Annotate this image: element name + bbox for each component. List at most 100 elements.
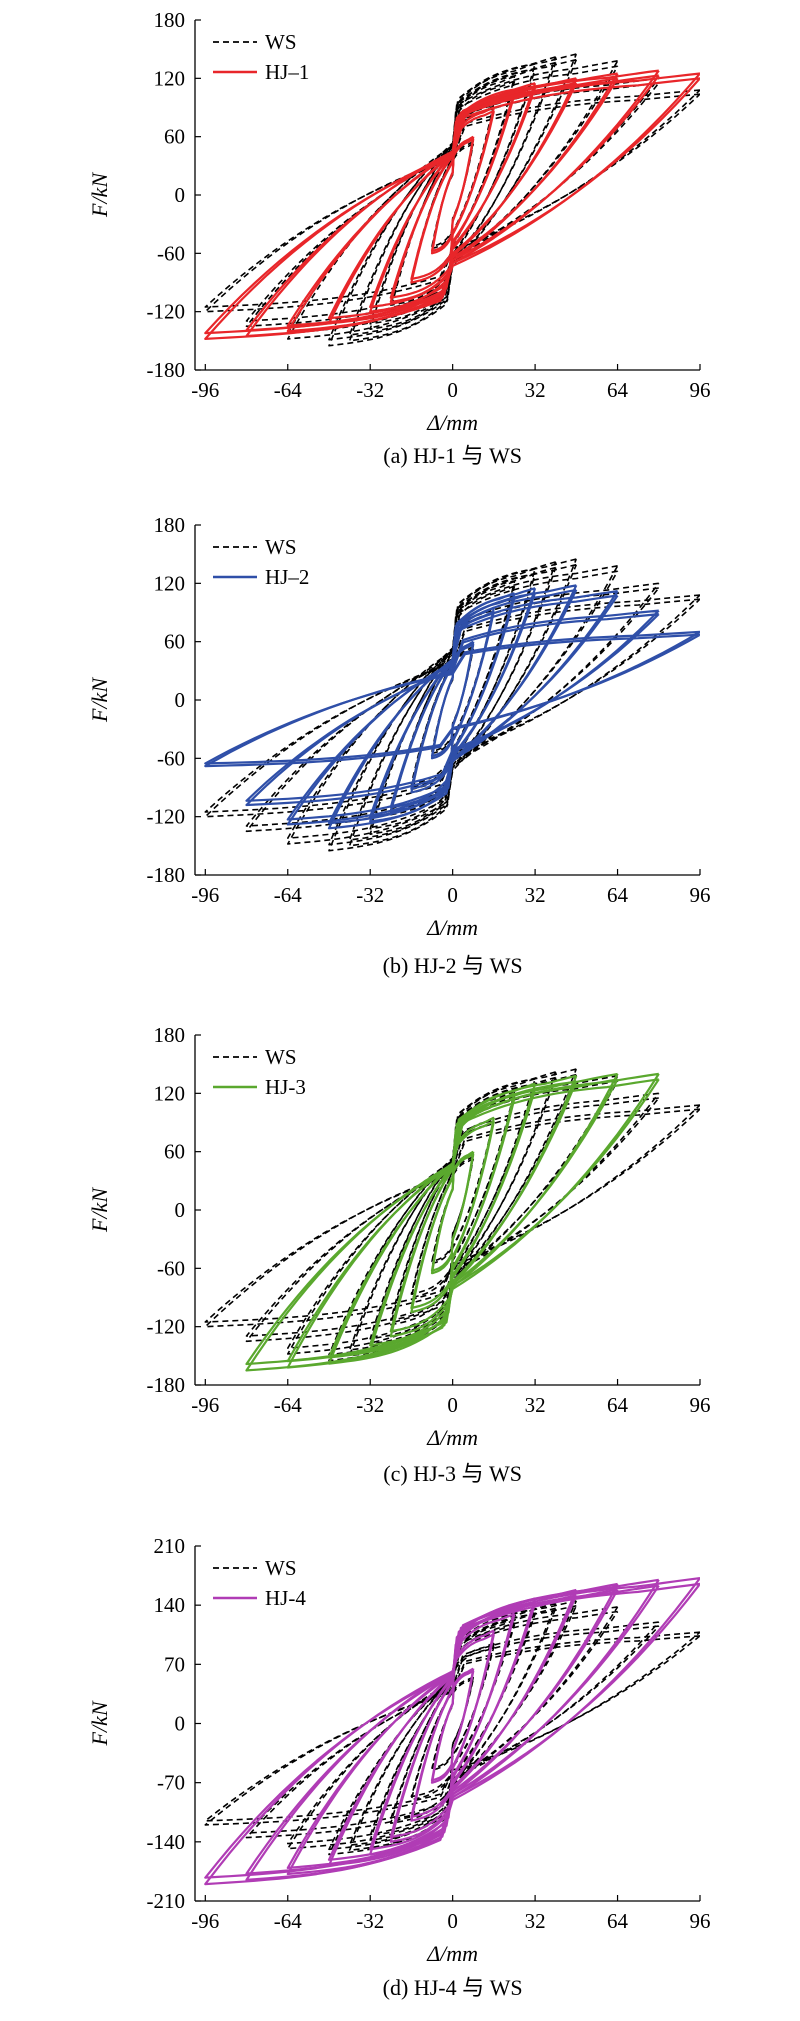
y-tick-label: -60 bbox=[157, 1256, 185, 1280]
x-axis-label: Δ/mm bbox=[426, 915, 478, 940]
x-tick-label: 32 bbox=[525, 1393, 546, 1417]
hysteresis-loop bbox=[390, 1619, 516, 1824]
legend-label: HJ-3 bbox=[265, 1075, 306, 1099]
hysteresis-loop bbox=[287, 1610, 619, 1845]
series-hj-1 bbox=[204, 69, 700, 340]
y-tick-label: 0 bbox=[175, 183, 186, 207]
hysteresis-loop bbox=[245, 1097, 660, 1337]
x-tick-label: -96 bbox=[191, 883, 219, 907]
y-tick-label: 180 bbox=[154, 8, 186, 32]
hysteresis-loop bbox=[369, 1602, 537, 1851]
x-tick-label: 64 bbox=[607, 1909, 629, 1933]
x-tick-label: -64 bbox=[274, 378, 302, 402]
hysteresis-loop bbox=[245, 1078, 660, 1366]
hysteresis-loop bbox=[410, 109, 495, 281]
y-tick-label: 70 bbox=[164, 1652, 185, 1676]
x-tick-label: -96 bbox=[191, 1393, 219, 1417]
chart-caption: (b) HJ-2 与 WS bbox=[383, 953, 523, 978]
legend-label: HJ-4 bbox=[265, 1586, 306, 1610]
hysteresis-loop bbox=[327, 1080, 578, 1359]
hysteresis-loop bbox=[204, 1577, 700, 1886]
x-tick-label: 96 bbox=[690, 1909, 711, 1933]
x-tick-label: 64 bbox=[607, 378, 629, 402]
plot-area bbox=[204, 558, 700, 852]
hysteresis-loop bbox=[369, 591, 537, 818]
plot-area bbox=[204, 1577, 700, 1886]
y-tick-label: -180 bbox=[147, 1373, 186, 1397]
hysteresis-loop bbox=[327, 81, 578, 320]
hysteresis-loop bbox=[245, 1584, 660, 1875]
hysteresis-loop bbox=[369, 573, 536, 830]
hysteresis-loop bbox=[204, 77, 700, 335]
x-axis-label: Δ/mm bbox=[426, 1941, 478, 1966]
hysteresis-loop bbox=[245, 74, 660, 332]
x-axis-label: Δ/mm bbox=[426, 1425, 478, 1450]
hysteresis-loop bbox=[348, 56, 557, 342]
x-tick-label: -96 bbox=[191, 378, 219, 402]
y-tick-label: 120 bbox=[154, 66, 186, 90]
hysteresis-loop bbox=[389, 592, 516, 813]
y-tick-label: 0 bbox=[175, 688, 186, 712]
hysteresis-loop bbox=[204, 1635, 700, 1822]
y-tick-label: 120 bbox=[154, 1081, 186, 1105]
hysteresis-loop bbox=[286, 77, 619, 327]
hysteresis-loop bbox=[328, 563, 578, 846]
y-tick-label: -180 bbox=[147, 358, 186, 382]
hysteresis-loop bbox=[286, 1072, 619, 1369]
hysteresis-loop bbox=[245, 1092, 660, 1343]
hysteresis-loop bbox=[348, 1071, 557, 1357]
legend-label: HJ–2 bbox=[265, 565, 309, 589]
y-tick-label: 60 bbox=[164, 1140, 185, 1164]
hysteresis-loop bbox=[204, 598, 700, 813]
hysteresis-loop bbox=[430, 1669, 475, 1782]
x-tick-label: -32 bbox=[356, 1909, 384, 1933]
y-tick-label: 60 bbox=[164, 630, 185, 654]
chart-caption: (c) HJ-3 与 WS bbox=[383, 1461, 522, 1486]
x-axis-label: Δ/mm bbox=[426, 410, 478, 435]
plot-area bbox=[204, 1068, 700, 1372]
x-tick-label: 96 bbox=[690, 883, 711, 907]
hysteresis-loop bbox=[328, 1605, 578, 1851]
y-tick-label: 140 bbox=[154, 1593, 186, 1617]
legend-label: HJ–1 bbox=[265, 60, 309, 84]
hysteresis-loop bbox=[369, 86, 537, 309]
y-tick-label: -60 bbox=[157, 241, 185, 265]
y-tick-label: -140 bbox=[147, 1830, 186, 1854]
series-ws bbox=[204, 53, 700, 347]
hysteresis-loop bbox=[348, 566, 557, 841]
y-axis-label: F/kN bbox=[87, 677, 112, 723]
y-tick-label: -180 bbox=[147, 863, 186, 887]
y-tick-label: -60 bbox=[157, 746, 185, 770]
hysteresis-loop bbox=[287, 565, 619, 845]
hysteresis-loop bbox=[204, 89, 700, 313]
y-tick-label: 120 bbox=[154, 571, 186, 595]
x-tick-label: 32 bbox=[525, 1909, 546, 1933]
y-axis-label: F/kN bbox=[87, 172, 112, 218]
hysteresis-loop bbox=[328, 1068, 578, 1362]
series-hj-4 bbox=[204, 1577, 700, 1886]
hysteresis-loop bbox=[410, 1633, 495, 1818]
x-tick-label: -32 bbox=[356, 378, 384, 402]
hysteresis-loop bbox=[204, 1582, 700, 1879]
hysteresis-loop bbox=[369, 1608, 536, 1841]
hysteresis-loop bbox=[245, 587, 660, 827]
y-tick-label: -120 bbox=[147, 805, 186, 829]
hysteresis-loop bbox=[204, 1631, 700, 1826]
hysteresis-loop bbox=[204, 1104, 700, 1328]
hysteresis-loop bbox=[348, 1076, 557, 1351]
chart-panel-4: -210 -140 -70 0 70 140 210 -96 -64 -32 0 32 64 96 F/kN… bbox=[87, 1534, 711, 2000]
hysteresis-loop bbox=[286, 590, 619, 826]
y-tick-label: -120 bbox=[147, 1315, 186, 1339]
x-tick-label: 0 bbox=[447, 1393, 458, 1417]
chart-panel-2: -180 -120 -60 0 60 120 180 -96 -64 -32 0 32 64 96 F/kN… bbox=[87, 513, 711, 978]
hysteresis-loop bbox=[369, 82, 537, 313]
x-tick-label: 32 bbox=[525, 378, 546, 402]
chart-caption: (a) HJ-1 与 WS bbox=[383, 443, 522, 468]
hysteresis-loop bbox=[245, 82, 660, 322]
legend-label: WS bbox=[265, 1045, 297, 1069]
x-tick-label: 32 bbox=[525, 883, 546, 907]
hysteresis-loop bbox=[410, 1642, 495, 1801]
hysteresis-loop bbox=[410, 1120, 495, 1310]
series-ws bbox=[204, 1600, 700, 1856]
